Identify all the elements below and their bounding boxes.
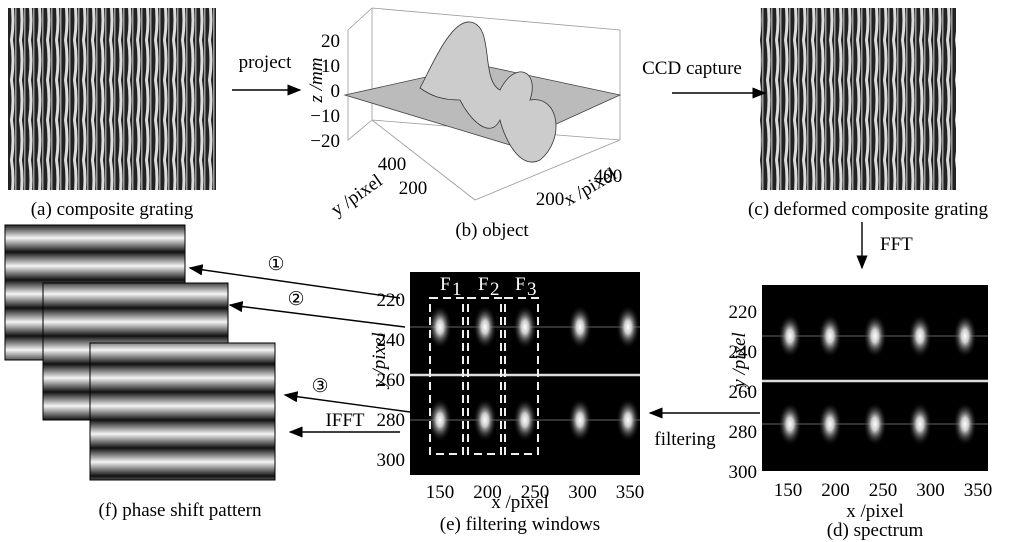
window-index: 2 <box>490 279 500 300</box>
spectrum-peak <box>473 305 497 349</box>
marker: ③ <box>311 376 328 397</box>
tick-label: 0 <box>331 81 341 102</box>
surface-peak <box>419 21 557 163</box>
spectrum-peak <box>953 402 977 446</box>
tick-label: −20 <box>310 131 340 152</box>
tick-label: 220 <box>377 290 406 311</box>
spectrum-peak <box>568 398 592 442</box>
spectrum-peak <box>778 402 802 446</box>
axis-label: y /pixel <box>369 332 390 389</box>
tick-label: 260 <box>729 382 758 403</box>
spectrum-peak <box>513 305 537 349</box>
spectrum-peak <box>428 398 452 442</box>
caption: (d) spectrum <box>827 520 924 541</box>
axis-label: y /pixel <box>327 170 386 220</box>
caption: (f) phase shift pattern <box>98 500 262 521</box>
filter-window <box>504 297 539 455</box>
tick-label: 150 <box>774 480 803 501</box>
window-index: 3 <box>527 279 537 300</box>
tick-label: 200 <box>536 189 565 210</box>
arrow <box>188 264 401 299</box>
window-index: 1 <box>452 279 462 300</box>
arrow-label: IFFT <box>325 410 364 431</box>
spectrum-peak <box>818 314 842 358</box>
caption: (c) deformed composite grating <box>748 199 989 220</box>
spectrum-peak <box>863 402 887 446</box>
tick-label: 250 <box>869 480 898 501</box>
arrow-label: FFT <box>880 234 913 255</box>
tick-label: 300 <box>568 482 597 503</box>
tick-label: 260 <box>377 370 406 391</box>
tick-label: 400 <box>378 154 407 175</box>
axis-label: y /pixel <box>729 332 750 389</box>
spectrum-peak <box>473 398 497 442</box>
axis-label: x /pixel <box>491 492 549 513</box>
spectrum-peak <box>908 402 932 446</box>
tick-label: 300 <box>916 480 945 501</box>
arrow <box>283 391 411 413</box>
tick-label: 350 <box>964 480 993 501</box>
marker: ② <box>287 289 304 310</box>
tick-label: 240 <box>729 342 758 363</box>
spectrum-peak <box>616 398 640 442</box>
spectrum-peak <box>513 398 537 442</box>
tick-label: 150 <box>426 482 455 503</box>
marker: ① <box>267 254 284 275</box>
spectrum-peak <box>568 305 592 349</box>
arrow-label: CCD capture <box>642 58 742 79</box>
tick-label: 10 <box>321 56 340 77</box>
arrow-label: filtering <box>654 429 716 450</box>
composite-grating <box>8 8 216 190</box>
tick-label: 220 <box>729 302 758 323</box>
filter-window <box>429 297 464 455</box>
tick-label: 300 <box>729 462 758 483</box>
spectrum-peak <box>863 314 887 358</box>
axis-label: z /mm <box>306 58 327 104</box>
tick-label: 200 <box>473 482 502 503</box>
filter-window <box>467 297 502 455</box>
spectrum-peak <box>818 402 842 446</box>
tick-label: 200 <box>399 178 428 199</box>
tick-label: 350 <box>616 482 645 503</box>
arrow <box>228 301 406 328</box>
deformed-grating <box>760 8 956 190</box>
spectrum-peak <box>908 314 932 358</box>
spectrum-peak <box>953 314 977 358</box>
tick-label: 20 <box>321 31 340 52</box>
tick-label: 250 <box>521 482 550 503</box>
spectrum-peak <box>778 314 802 358</box>
spectrum-peak <box>616 305 640 349</box>
tick-label: 280 <box>729 422 758 443</box>
spectrum-peak <box>428 305 452 349</box>
filter-spectrum <box>410 272 640 475</box>
caption: (a) composite grating <box>31 199 194 220</box>
tick-label: −10 <box>310 106 340 127</box>
window-label: F <box>478 274 489 295</box>
phase-pattern <box>89 342 276 481</box>
axis-label: x /pixel <box>846 501 904 522</box>
tick-label: 280 <box>377 410 406 431</box>
tick-label: 200 <box>821 480 850 501</box>
tick-label: 240 <box>377 330 406 351</box>
window-label: F <box>440 274 451 295</box>
arrow-label: project <box>239 52 292 73</box>
caption: (b) object <box>455 220 529 241</box>
window-label: F <box>515 274 526 295</box>
tick-label: 300 <box>377 450 406 471</box>
caption: (e) filtering windows <box>440 514 600 535</box>
tick-label: 400 <box>594 166 623 187</box>
surface-plot <box>347 7 621 201</box>
